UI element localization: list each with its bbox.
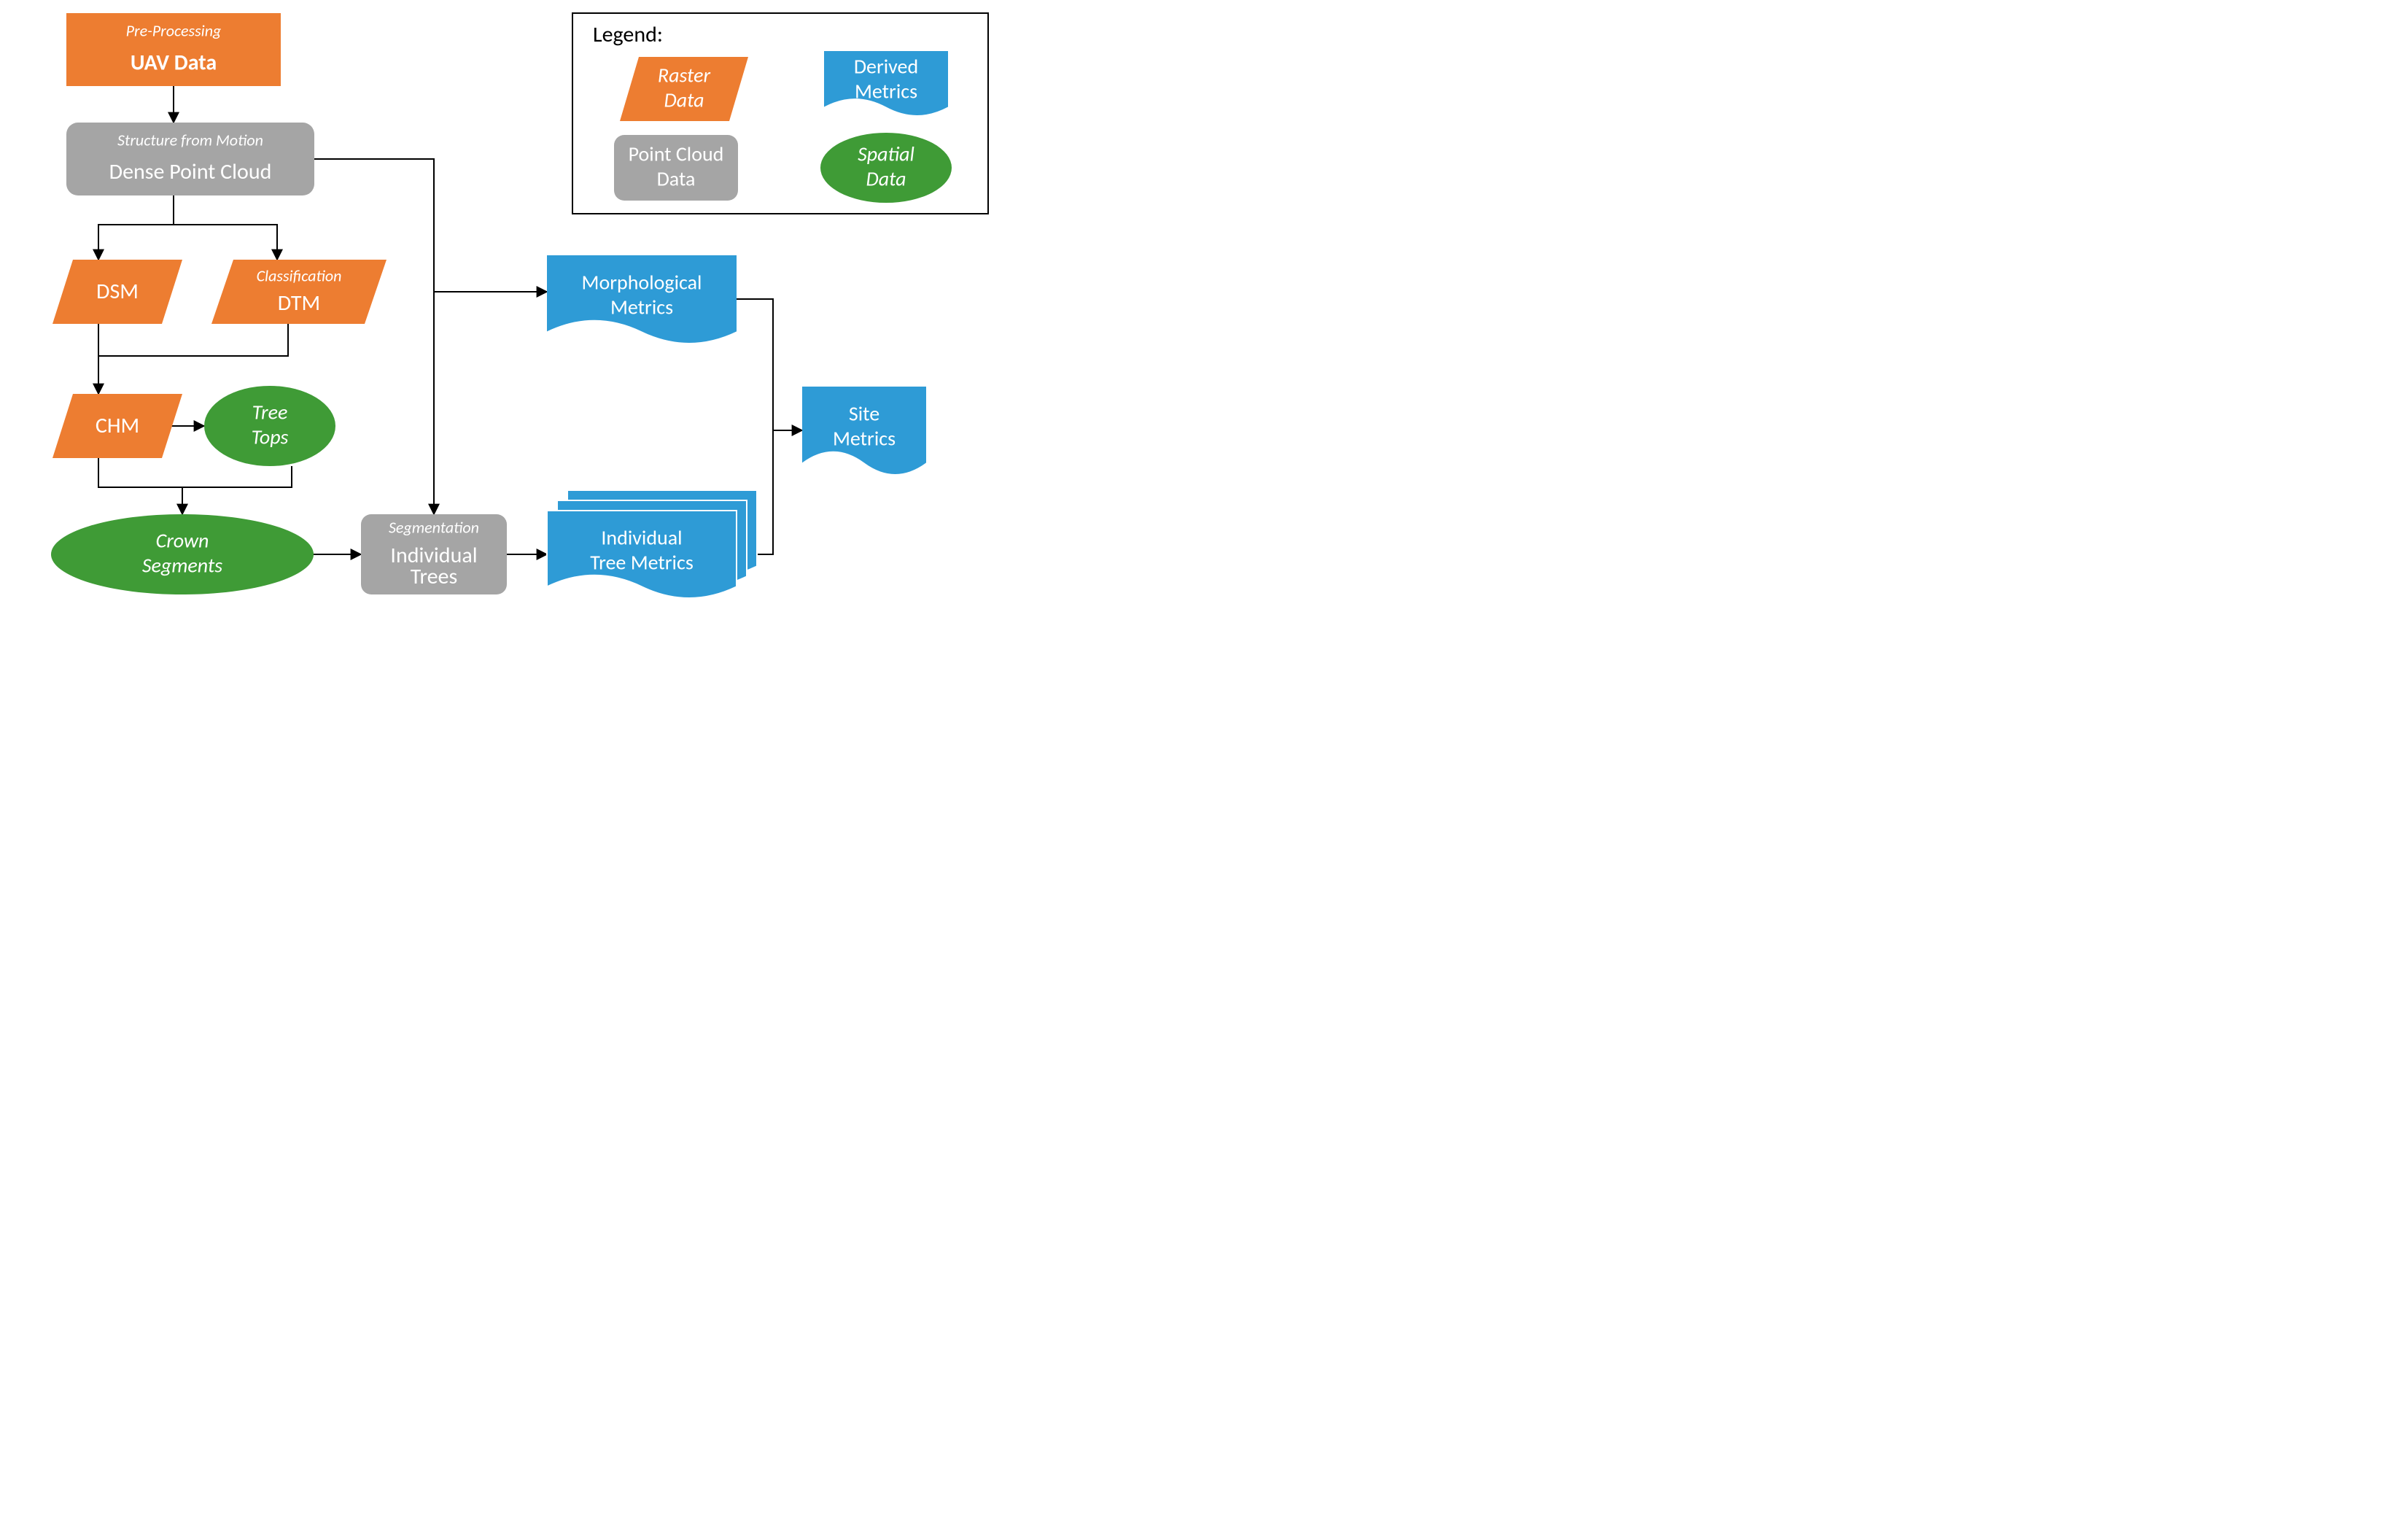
node-legend-spatial: SpatialData xyxy=(820,133,952,203)
t1: Morphological xyxy=(582,270,702,295)
edge-morph-to-site xyxy=(737,299,802,430)
node-legend-pcd: Point CloudData xyxy=(614,135,738,201)
edge-itm-to-site xyxy=(757,430,773,554)
node-morph: MorphologicalMetrics xyxy=(547,255,737,343)
node-treetops: TreeTops xyxy=(204,386,335,466)
subtitle: Structure from Motion xyxy=(117,130,263,150)
node-uav: Pre-Processing UAV Data xyxy=(66,13,281,86)
title: DTM xyxy=(278,290,320,317)
legend-title: Legend: xyxy=(593,21,663,48)
t2: Metrics xyxy=(833,426,896,452)
node-site: SiteMetrics xyxy=(802,387,926,474)
t2: Metrics xyxy=(855,79,917,104)
t1: Individual xyxy=(601,525,682,551)
t2: Data xyxy=(866,166,906,192)
t1: Tree xyxy=(252,400,288,425)
t1: Derived xyxy=(854,54,918,80)
node-legend-derived: DerivedMetrics xyxy=(824,51,948,115)
subtitle: Segmentation xyxy=(389,517,479,537)
node-legend-raster: RasterData xyxy=(620,57,748,121)
t1: Crown xyxy=(156,528,209,554)
node-indtrees: SegmentationIndividualTrees xyxy=(361,514,507,594)
t2: Metrics xyxy=(610,295,673,320)
t2: Segments xyxy=(142,553,222,578)
edge-split-to-dtm xyxy=(174,225,277,260)
t2: Tree Metrics xyxy=(590,550,694,576)
title2: Data xyxy=(657,166,696,192)
legend: Legend:RasterDataDerivedMetricsPoint Clo… xyxy=(572,13,988,214)
title: UAV Data xyxy=(131,49,217,76)
subtitle: Classification xyxy=(257,266,342,285)
t1: Site xyxy=(849,401,879,427)
node-dtm: Classification DTM xyxy=(211,260,387,324)
title: CHM xyxy=(96,412,139,439)
t1: Spatial xyxy=(858,142,914,167)
title: Point Cloud xyxy=(629,142,724,167)
title2: Trees xyxy=(411,563,457,590)
title: Dense Point Cloud xyxy=(109,158,272,185)
flowchart-canvas: Pre-Processing UAV Data Structure from Mot… xyxy=(0,0,1003,631)
node-dsm: DSM xyxy=(53,260,182,324)
t2: Tops xyxy=(252,425,289,450)
node-dpc: Structure from Motion Dense Point Cloud xyxy=(66,123,314,195)
edge-split-to-dsm xyxy=(98,225,174,260)
node-chm: CHM xyxy=(53,394,182,458)
subtitle: Pre-Processing xyxy=(126,20,222,40)
edge-dsm-dtm-merge xyxy=(98,324,288,356)
title: DSM xyxy=(96,278,139,305)
t1: Raster xyxy=(658,63,711,88)
node-crown: CrownSegments xyxy=(51,514,314,594)
node-itm_stack: IndividualTree Metrics xyxy=(547,490,757,598)
t2: Data xyxy=(664,88,704,113)
